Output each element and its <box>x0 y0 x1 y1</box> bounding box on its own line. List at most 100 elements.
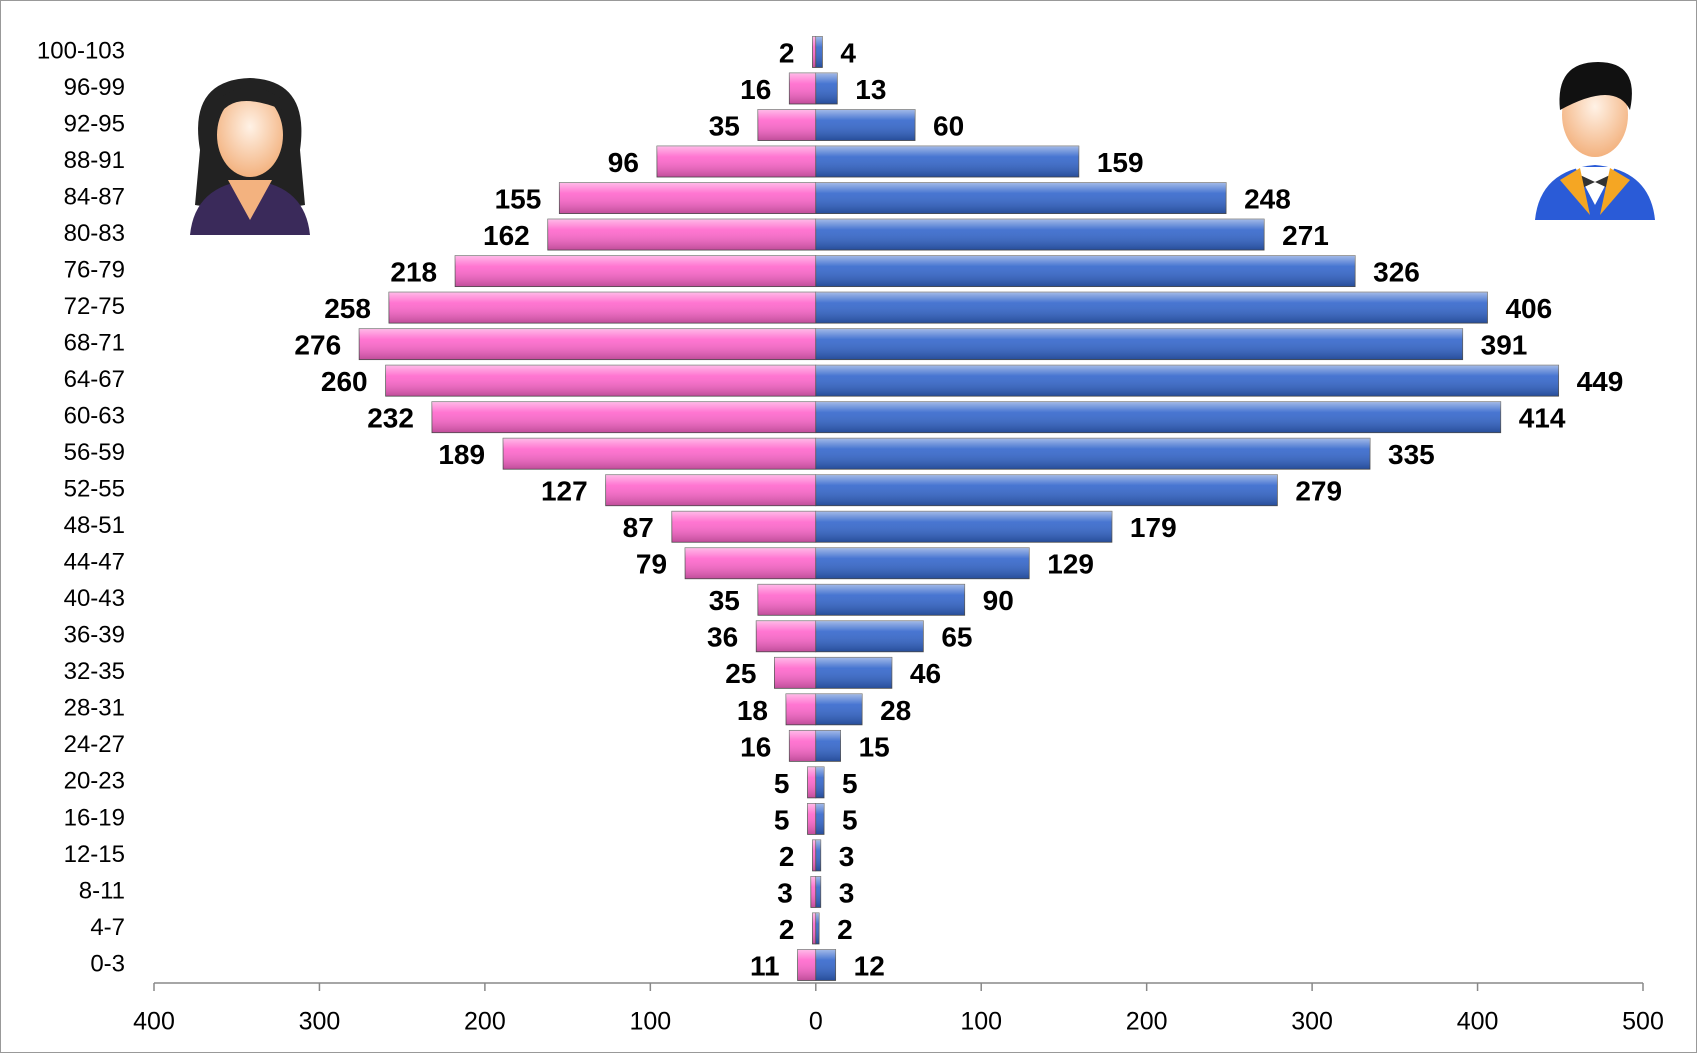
bar-shine <box>815 912 820 944</box>
data-label: 5 <box>774 804 790 835</box>
y-tick-label: 52-55 <box>64 476 125 503</box>
bar-shine <box>812 912 816 944</box>
data-label: 218 <box>390 257 437 288</box>
y-tick-label: 100-103 <box>37 37 125 64</box>
data-label: 162 <box>483 220 530 251</box>
y-tick-label: 0-3 <box>90 950 125 977</box>
data-label: 35 <box>709 110 740 141</box>
x-tick-label: 300 <box>1291 1008 1333 1036</box>
x-tick-label: 100 <box>960 1008 1002 1036</box>
x-tick-label: 100 <box>629 1008 671 1036</box>
data-label: 25 <box>725 658 756 689</box>
y-tick-label: 48-51 <box>64 512 125 539</box>
bar-shine <box>774 657 816 689</box>
bar-shine <box>815 146 1079 178</box>
bar-shine <box>605 474 816 506</box>
data-label: 260 <box>321 366 368 397</box>
bar-shine <box>812 839 816 871</box>
data-label: 15 <box>859 731 890 762</box>
bar-shine <box>815 693 863 725</box>
data-label: 258 <box>324 293 371 324</box>
bar-shine <box>815 766 825 798</box>
data-label: 13 <box>855 74 886 105</box>
y-tick-label: 68-71 <box>64 330 125 357</box>
bar-shine <box>385 365 816 397</box>
female-icon <box>190 78 310 235</box>
bar-shine <box>807 766 816 798</box>
y-tick-label: 32-35 <box>64 658 125 685</box>
data-label: 391 <box>1481 330 1528 361</box>
data-label: 326 <box>1373 257 1420 288</box>
y-tick-label: 40-43 <box>64 585 125 612</box>
bar-shine <box>815 401 1501 433</box>
bar-shine <box>812 36 816 68</box>
x-tick-label: 300 <box>299 1008 341 1036</box>
bar-shine <box>815 328 1463 360</box>
data-label: 335 <box>1388 439 1435 470</box>
bar-shine <box>815 949 836 981</box>
bar-shine <box>685 547 816 579</box>
data-label: 127 <box>541 476 588 507</box>
x-tick-label: 400 <box>1457 1008 1499 1036</box>
data-label: 3 <box>839 877 855 908</box>
bar-shine <box>815 109 916 141</box>
data-label: 179 <box>1130 512 1177 543</box>
y-tick-label: 8-11 <box>79 877 125 904</box>
y-tick-label: 84-87 <box>64 183 125 210</box>
bar-shine <box>431 401 816 433</box>
data-label: 3 <box>777 877 793 908</box>
data-label: 2 <box>779 37 795 68</box>
bar-shine <box>815 657 892 689</box>
x-tick-label: 200 <box>1126 1008 1168 1036</box>
data-label: 2 <box>779 914 795 945</box>
bar-shine <box>815 365 1559 397</box>
y-tick-label: 80-83 <box>64 220 125 247</box>
y-tick-label: 20-23 <box>64 768 125 795</box>
data-label: 11 <box>750 950 780 981</box>
bar-shine <box>388 292 816 324</box>
y-tick-label: 16-19 <box>64 804 125 831</box>
y-tick-label: 88-91 <box>64 147 125 174</box>
y-tick-label: 96-99 <box>64 74 125 101</box>
x-tick-label: 500 <box>1622 1008 1664 1036</box>
bar-shine <box>815 182 1227 214</box>
y-tick-label: 12-15 <box>64 841 125 868</box>
bar-shine <box>785 693 816 725</box>
y-tick-label: 44-47 <box>64 549 125 576</box>
bar-shine <box>815 292 1488 324</box>
bar-shine <box>671 511 816 543</box>
bar-shine <box>815 474 1278 506</box>
data-label: 35 <box>709 585 740 616</box>
data-label: 248 <box>1244 183 1291 214</box>
data-label: 449 <box>1577 366 1624 397</box>
data-label: 16 <box>740 74 771 105</box>
x-tick-label: 200 <box>464 1008 506 1036</box>
y-tick-label: 72-75 <box>64 293 125 320</box>
data-label: 5 <box>842 768 858 799</box>
y-tick-label: 24-27 <box>64 731 125 758</box>
bar-shine <box>815 73 838 105</box>
bar-shine <box>815 839 821 871</box>
bar-shine <box>815 255 1356 287</box>
y-tick-label: 64-67 <box>64 366 125 393</box>
data-label: 16 <box>740 731 771 762</box>
data-label: 4 <box>840 37 856 68</box>
data-label: 87 <box>623 512 654 543</box>
y-tick-label: 36-39 <box>64 622 125 649</box>
bar-shine <box>815 438 1371 470</box>
bar-shine <box>807 803 816 835</box>
bar-shine <box>359 328 816 360</box>
bar-shine <box>815 730 841 762</box>
data-label: 3 <box>839 841 855 872</box>
data-label: 65 <box>941 622 972 653</box>
data-label: 5 <box>842 804 858 835</box>
bar-shine <box>503 438 816 470</box>
y-tick-label: 56-59 <box>64 439 125 466</box>
bar-shine <box>797 949 816 981</box>
bar-shine <box>815 511 1112 543</box>
data-label: 18 <box>737 695 768 726</box>
data-label: 276 <box>294 330 341 361</box>
y-tick-label: 76-79 <box>64 256 125 283</box>
bar-shine <box>789 730 816 762</box>
